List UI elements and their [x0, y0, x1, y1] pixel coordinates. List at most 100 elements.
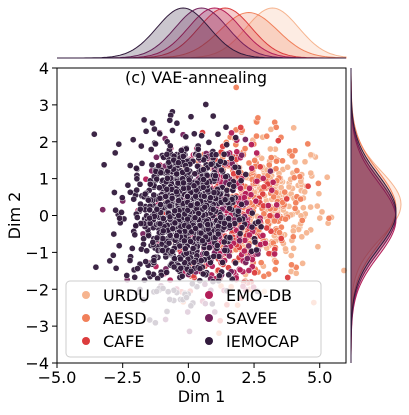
- scatter-point-iemocap: [151, 125, 158, 133]
- scatter-point-emo-db: [246, 231, 253, 239]
- scatter-point-iemocap: [192, 192, 199, 200]
- scatter-point-aesd: [291, 205, 299, 212]
- scatter-point-iemocap: [196, 265, 204, 272]
- scatter-point-iemocap: [257, 223, 265, 231]
- scatter-point-savee: [267, 167, 274, 175]
- scatter-point-iemocap: [254, 218, 262, 226]
- x-tick-label: −2.5: [103, 368, 142, 387]
- scatter-point-iemocap: [200, 176, 207, 183]
- scatter-point-aesd: [271, 217, 278, 225]
- scatter-point-iemocap: [221, 196, 229, 204]
- scatter-point-iemocap: [90, 130, 98, 138]
- scatter-point-emo-db: [245, 267, 253, 274]
- scatter-point-aesd: [253, 132, 260, 140]
- scatter-point-iemocap: [238, 201, 245, 208]
- scatter-point-emo-db: [241, 247, 248, 255]
- scatter-point-iemocap: [187, 113, 195, 121]
- scatter-point-iemocap: [182, 133, 190, 141]
- scatter-point-urdu: [307, 203, 314, 211]
- scatter-point-iemocap: [168, 248, 176, 255]
- scatter-point-iemocap: [190, 130, 198, 138]
- scatter-point-aesd: [315, 180, 322, 187]
- legend-label-cafe: CAFE: [103, 332, 144, 351]
- scatter-point-urdu: [282, 245, 289, 253]
- scatter-point-aesd: [281, 188, 289, 196]
- scatter-point-aesd: [272, 165, 280, 173]
- scatter-point-iemocap: [209, 206, 217, 213]
- scatter-point-iemocap: [209, 112, 217, 120]
- scatter-point-iemocap: [200, 192, 208, 200]
- scatter-point-iemocap: [231, 163, 239, 171]
- scatter-point-aesd: [265, 161, 273, 169]
- scatter-point-aesd: [298, 217, 306, 224]
- scatter-point-iemocap: [133, 164, 140, 172]
- scatter-point-aesd: [272, 123, 280, 131]
- scatter-point-iemocap: [179, 152, 187, 160]
- y-axis-ticks: −4 −3 −2 −1 0 1 2 3 4: [25, 59, 57, 373]
- scatter-point-iemocap: [223, 186, 231, 194]
- scatter-point-iemocap: [165, 239, 173, 247]
- scatter-point-aesd: [245, 159, 253, 167]
- scatter-point-urdu: [307, 151, 315, 159]
- legend-label-emo-db: EMO-DB: [226, 286, 292, 305]
- scatter-point-iemocap: [190, 258, 198, 266]
- scatter-point-aesd: [270, 193, 278, 201]
- scatter-point-emo-db: [248, 164, 256, 172]
- scatter-point-iemocap: [142, 127, 150, 135]
- scatter-point-urdu: [316, 214, 324, 222]
- scatter-point-iemocap: [220, 150, 228, 158]
- scatter-point-cafe: [283, 195, 291, 203]
- scatter-point-emo-db: [248, 141, 255, 148]
- scatter-point-iemocap: [136, 205, 144, 213]
- scatter-point-iemocap: [163, 185, 171, 193]
- scatter-point-aesd: [292, 199, 300, 207]
- scatter-point-iemocap: [147, 146, 155, 153]
- scatter-point-iemocap: [153, 175, 161, 183]
- legend-box: [65, 280, 322, 358]
- scatter-point-iemocap: [180, 237, 188, 245]
- x-tick-label: −5.0: [38, 368, 77, 387]
- scatter-point-iemocap: [164, 174, 171, 182]
- scatter-point-iemocap: [173, 170, 181, 178]
- scatter-point-iemocap: [230, 182, 238, 190]
- scatter-point-iemocap: [146, 180, 154, 188]
- scatter-point-iemocap: [156, 184, 163, 192]
- scatter-point-iemocap: [205, 139, 213, 146]
- scatter-point-emo-db: [236, 266, 244, 274]
- scatter-point-iemocap: [214, 130, 222, 138]
- scatter-point-iemocap: [187, 267, 195, 275]
- scatter-point-iemocap: [126, 188, 134, 196]
- scatter-point-iemocap: [228, 154, 235, 162]
- scatter-point-iemocap: [187, 238, 194, 245]
- scatter-point-iemocap: [115, 242, 123, 250]
- scatter-point-aesd: [289, 233, 297, 241]
- scatter-point-iemocap: [237, 177, 245, 185]
- y-tick-label: −1: [25, 243, 49, 262]
- legend-marker-aesd: [82, 314, 90, 322]
- scatter-point-iemocap: [150, 191, 158, 199]
- y-axis-label: Dim 2: [5, 192, 24, 240]
- scatter-point-iemocap: [225, 271, 233, 279]
- scatter-point-emo-db: [261, 239, 269, 247]
- marginal-top-kde: [57, 7, 347, 59]
- scatter-point-iemocap: [111, 189, 118, 196]
- scatter-point-aesd: [288, 152, 296, 160]
- scatter-point-aesd: [260, 272, 268, 280]
- scatter-point-iemocap: [235, 168, 242, 176]
- scatter-point-emo-db: [269, 178, 277, 186]
- scatter-point-iemocap: [163, 151, 171, 158]
- scatter-point-savee: [243, 255, 251, 262]
- scatter-point-aesd: [296, 173, 304, 180]
- scatter-point-iemocap: [199, 184, 207, 191]
- scatter-point-iemocap: [146, 206, 154, 214]
- scatter-point-urdu: [301, 188, 309, 196]
- scatter-point-iemocap: [159, 247, 166, 254]
- scatter-point-iemocap: [194, 145, 202, 153]
- y-tick-label: −3: [25, 317, 49, 336]
- legend-marker-emo-db: [205, 291, 213, 299]
- scatter-point-iemocap: [248, 223, 256, 231]
- scatter-point-iemocap: [184, 206, 192, 214]
- scatter-point-iemocap: [242, 171, 250, 178]
